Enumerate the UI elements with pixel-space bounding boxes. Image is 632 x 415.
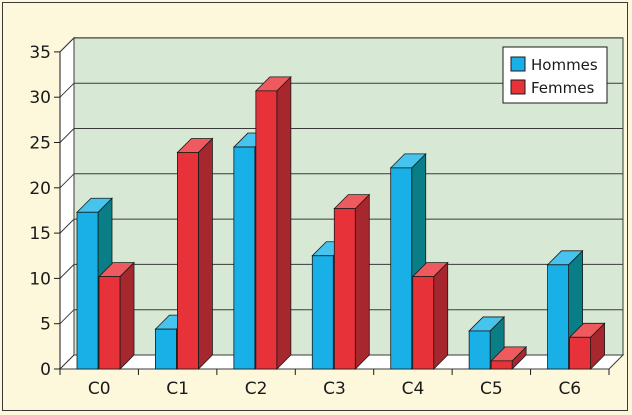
y-tick-label: 0 [40,360,51,380]
y-tick-label: 25 [29,134,51,154]
x-tick-label: C5 [480,379,503,399]
gridline-side [59,309,75,325]
y-tick-label: 15 [29,224,51,244]
x-axis: C0 C1 C2 C3 C4 C5 C6 [59,369,610,399]
x-tick-label: C3 [323,379,346,399]
bar-femmes-c4 [411,261,449,370]
legend-label: Femmes [531,79,594,97]
x-tick-label: C2 [245,379,268,399]
bar-femmes-c5 [490,345,528,370]
bar-femmes-c3 [333,193,371,370]
gridline-side [59,128,75,143]
gridline-side [59,264,75,279]
y-tick-label: 10 [29,269,51,289]
bar-femmes-c1 [176,137,214,370]
bar-femmes-c0 [98,261,135,370]
y-tick-label: 35 [29,43,51,63]
gridline-side [59,37,75,53]
x-tick-label: C6 [558,379,581,399]
legend-swatch [510,79,526,95]
bar-femmes-c2 [254,75,292,370]
gridline-side [59,218,75,234]
x-tick-label: C1 [166,379,189,399]
legend-swatch [510,56,526,72]
y-tick-label: 20 [29,179,51,199]
bar-femmes-c6 [568,322,606,370]
y-axis: 0 5 10 15 20 25 30 35 [29,43,61,380]
y-tick-label: 5 [40,315,51,335]
x-tick-label: C4 [402,379,425,399]
bars [76,75,606,370]
plot-side-wall [59,36,75,371]
legend: Hommes Femmes [502,46,608,104]
y-tick-label: 30 [29,88,51,108]
x-tick-label: C0 [88,379,111,399]
gridline-side [59,173,75,189]
gridline-side [59,82,75,98]
legend-label: Hommes [531,56,598,74]
